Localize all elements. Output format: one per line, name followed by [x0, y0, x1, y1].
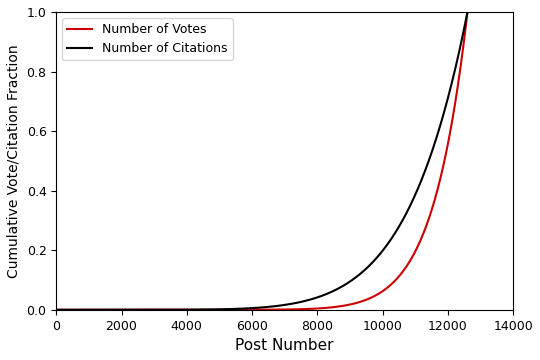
Number of Citations	[453, 65, 459, 69]
Number of Citations	[464, 10, 471, 14]
Number of Votes	[377, 291, 383, 295]
Number of Citations	[242, 306, 248, 311]
Number of Votes	[452, 100, 458, 104]
Line: Number of Votes: Number of Votes	[56, 12, 468, 310]
Number of Votes	[242, 307, 248, 312]
Number of Citations	[377, 252, 383, 256]
Number of Citations	[74, 307, 80, 312]
Number of Votes	[74, 307, 80, 312]
Line: Number of Citations: Number of Citations	[56, 12, 468, 310]
Legend: Number of Votes, Number of Citations: Number of Votes, Number of Citations	[63, 18, 233, 60]
Number of Votes	[453, 98, 459, 103]
Number of Votes	[464, 10, 471, 14]
Number of Citations	[452, 66, 458, 71]
Number of Citations	[53, 307, 59, 312]
X-axis label: Post Number: Post Number	[235, 338, 334, 353]
Number of Votes	[53, 307, 59, 312]
Y-axis label: Cumulative Vote/Citation Fraction: Cumulative Vote/Citation Fraction	[7, 44, 21, 278]
Number of Citations	[253, 306, 259, 310]
Number of Votes	[253, 307, 259, 312]
